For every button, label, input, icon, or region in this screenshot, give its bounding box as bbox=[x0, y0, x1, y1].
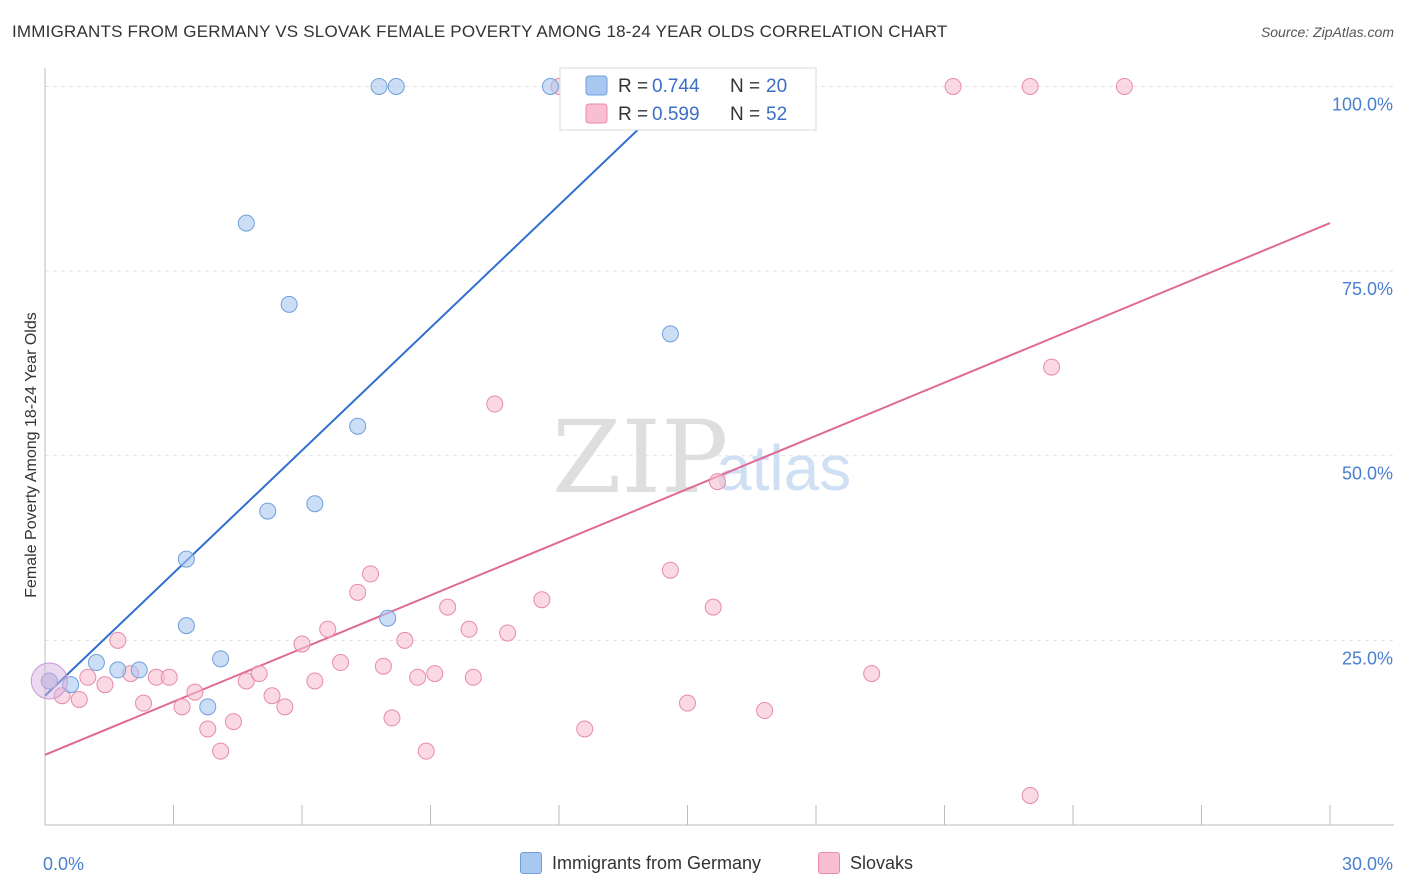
point-slovaks-47 bbox=[944, 77, 962, 95]
point-slovaks-39 bbox=[661, 561, 679, 579]
point-slovaks-32 bbox=[460, 620, 478, 638]
y-axis-label: Female Poverty Among 18-24 Year Olds bbox=[23, 312, 40, 598]
legend-label-germany: Immigrants from Germany bbox=[552, 852, 762, 873]
legend-swatch-germany-bottom bbox=[520, 852, 542, 874]
point-slovaks-11 bbox=[186, 683, 204, 701]
y-tick-label-3: 100.0% bbox=[1332, 94, 1393, 114]
point-slovaks-13 bbox=[212, 742, 230, 760]
point-slovaks-9 bbox=[160, 668, 178, 686]
legend-n-value-slovaks: 52 bbox=[766, 104, 787, 125]
legend-n-label-germany: N = bbox=[730, 76, 760, 97]
point-germany-17 bbox=[541, 77, 559, 95]
point-slovaks-15 bbox=[237, 672, 255, 690]
point-slovaks-26 bbox=[383, 709, 401, 727]
point-germany-6 bbox=[177, 550, 195, 568]
point-slovaks-10 bbox=[173, 698, 191, 716]
point-slovaks-22 bbox=[332, 654, 350, 672]
legend-n-value-germany: 20 bbox=[766, 76, 787, 97]
source-credit: Source: ZipAtlas.com bbox=[1260, 24, 1394, 40]
point-slovaks-35 bbox=[499, 624, 517, 642]
point-germany-5 bbox=[177, 617, 195, 635]
point-germany-16 bbox=[387, 77, 405, 95]
point-slovaks-27 bbox=[396, 631, 414, 649]
chart-title: IMMIGRANTS FROM GERMANY VS SLOVAK FEMALE… bbox=[12, 22, 948, 41]
legend-item-germany: Immigrants from Germany bbox=[520, 852, 761, 874]
legend-swatch-slovaks-bottom bbox=[818, 852, 840, 874]
point-slovaks-33 bbox=[464, 668, 482, 686]
legend-swatch-germany bbox=[585, 75, 608, 96]
legend-r-label-germany: R = bbox=[618, 76, 648, 97]
stats-legend: R = 0.744 N = 20 R = 0.599 N = 52 bbox=[559, 67, 817, 131]
x-tick-label-min: 0.0% bbox=[43, 854, 84, 874]
point-cluster-origin bbox=[30, 662, 68, 700]
trend-line-germany bbox=[44, 85, 684, 697]
point-germany-11 bbox=[280, 295, 298, 313]
point-slovaks-29 bbox=[417, 742, 435, 760]
point-slovaks-16 bbox=[250, 665, 268, 683]
point-slovaks-3 bbox=[79, 668, 97, 686]
point-germany-10 bbox=[259, 502, 277, 520]
point-slovaks-45 bbox=[756, 702, 774, 720]
watermark-zip: ZIP bbox=[552, 399, 728, 516]
legend-label-slovaks: Slovaks bbox=[850, 852, 914, 873]
point-slovaks-19 bbox=[293, 635, 311, 653]
point-slovaks-42 bbox=[708, 473, 726, 491]
legend-swatch-slovaks bbox=[585, 103, 608, 124]
point-slovaks-28 bbox=[409, 668, 427, 686]
point-slovaks-36 bbox=[533, 591, 551, 609]
point-germany-8 bbox=[212, 650, 230, 668]
legend-n-label-slovaks: N = bbox=[730, 104, 760, 125]
point-slovaks-24 bbox=[362, 565, 380, 583]
point-germany-15 bbox=[370, 77, 388, 95]
point-slovaks-31 bbox=[439, 598, 457, 616]
point-slovaks-21 bbox=[319, 620, 337, 638]
point-slovaks-4 bbox=[96, 676, 114, 694]
point-slovaks-7 bbox=[135, 694, 153, 712]
point-slovaks-38 bbox=[576, 720, 594, 738]
point-germany-9 bbox=[237, 214, 255, 232]
point-slovaks-17 bbox=[263, 687, 281, 705]
y-tick-label-1: 50.0% bbox=[1342, 464, 1393, 484]
point-slovaks-12 bbox=[199, 720, 217, 738]
point-slovaks-46 bbox=[863, 665, 881, 683]
point-slovaks-49 bbox=[1021, 77, 1039, 95]
point-germany-14 bbox=[379, 609, 397, 627]
trend-line-slovaks bbox=[44, 222, 1331, 756]
point-slovaks-20 bbox=[306, 672, 324, 690]
point-slovaks-25 bbox=[374, 657, 392, 675]
point-germany-12 bbox=[306, 495, 324, 513]
legend-r-value-slovaks: 0.599 bbox=[652, 104, 700, 125]
point-germany-18 bbox=[661, 325, 679, 343]
point-slovaks-18 bbox=[276, 698, 294, 716]
legend-r-label-slovaks: R = bbox=[618, 104, 648, 125]
point-slovaks-41 bbox=[704, 598, 722, 616]
y-tick-label-0: 25.0% bbox=[1342, 648, 1393, 668]
point-germany-4 bbox=[130, 661, 148, 679]
legend-r-value-germany: 0.744 bbox=[652, 76, 700, 97]
point-slovaks-30 bbox=[426, 665, 444, 683]
point-slovaks-2 bbox=[70, 690, 88, 708]
point-slovaks-40 bbox=[679, 694, 696, 712]
point-germany-7 bbox=[199, 698, 217, 716]
y-tick-labels: 25.0% 50.0% 75.0% 100.0% bbox=[1332, 94, 1393, 668]
point-slovaks-34 bbox=[486, 395, 504, 413]
data-points bbox=[30, 77, 1133, 804]
legend-item-slovaks: Slovaks bbox=[818, 852, 913, 874]
point-slovaks-50 bbox=[1043, 358, 1061, 376]
point-germany-2 bbox=[87, 654, 105, 672]
x-tick-label-max: 30.0% bbox=[1342, 854, 1393, 874]
point-slovaks-14 bbox=[224, 713, 242, 731]
grid-lines bbox=[45, 85, 1394, 641]
point-slovaks-51 bbox=[1115, 77, 1133, 95]
watermark: ZIP atlas bbox=[552, 399, 851, 516]
point-slovaks-48 bbox=[1021, 786, 1039, 804]
point-slovaks-23 bbox=[349, 583, 367, 601]
point-germany-13 bbox=[349, 417, 367, 435]
series-legend: Immigrants from Germany Slovaks bbox=[0, 852, 1406, 878]
point-germany-3 bbox=[109, 661, 127, 679]
y-tick-label-2: 75.0% bbox=[1342, 279, 1393, 299]
point-slovaks-5 bbox=[109, 631, 127, 649]
